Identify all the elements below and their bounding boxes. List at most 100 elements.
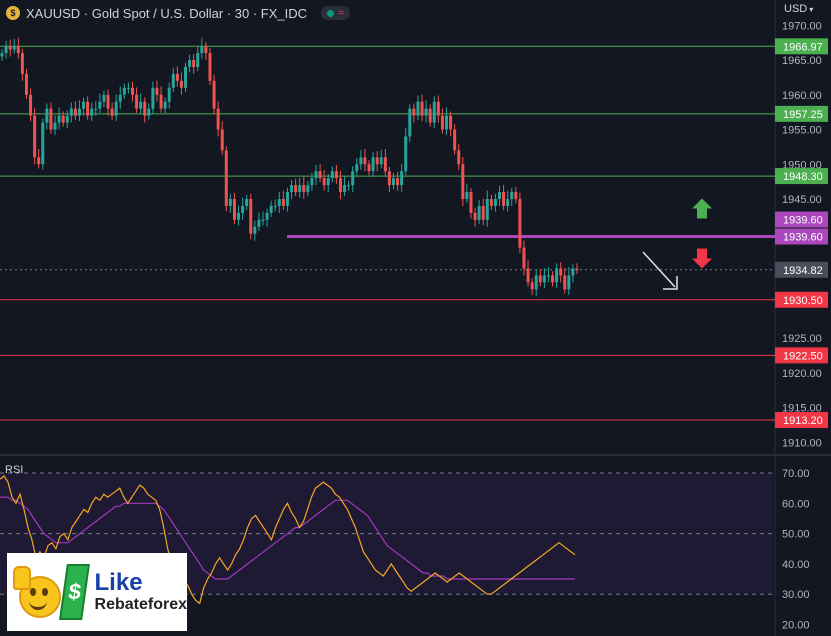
candle-body[interactable] [351, 171, 355, 186]
candle-body[interactable] [408, 108, 412, 137]
candle-body[interactable] [114, 101, 118, 116]
candle-body[interactable] [534, 275, 538, 290]
candle-body[interactable] [367, 164, 371, 172]
candle-body[interactable] [306, 185, 310, 193]
candle-body[interactable] [281, 199, 285, 206]
candle-body[interactable] [567, 275, 571, 290]
candle-body[interactable] [126, 87, 130, 89]
candle-body[interactable] [261, 219, 265, 221]
candle-body[interactable] [175, 73, 179, 81]
candle-body[interactable] [94, 108, 98, 110]
candle-body[interactable] [506, 199, 510, 206]
candle-body[interactable] [155, 87, 159, 95]
candle-body[interactable] [49, 108, 53, 130]
candle-body[interactable] [33, 115, 37, 158]
candle-body[interactable] [396, 178, 400, 186]
candle-body[interactable] [184, 66, 188, 88]
candle-body[interactable] [436, 101, 440, 116]
candle-body[interactable] [147, 108, 151, 116]
candle-body[interactable] [489, 199, 493, 206]
candle-body[interactable] [98, 101, 102, 109]
candle-body[interactable] [416, 101, 420, 116]
candle-body[interactable] [526, 268, 530, 283]
candle-body[interactable] [253, 226, 257, 234]
candle-body[interactable] [338, 178, 342, 193]
candle-body[interactable] [167, 87, 171, 102]
candle-body[interactable] [371, 157, 375, 172]
candle-body[interactable] [57, 115, 61, 123]
candle-body[interactable] [481, 205, 485, 220]
candle-body[interactable] [118, 94, 122, 102]
candle-body[interactable] [473, 212, 477, 220]
candle-body[interactable] [363, 157, 367, 165]
candle-body[interactable] [375, 157, 379, 165]
candle-body[interactable] [400, 171, 404, 186]
candle-body[interactable] [457, 150, 461, 165]
candle-body[interactable] [518, 199, 522, 248]
candle-body[interactable] [139, 101, 143, 109]
candle-body[interactable] [563, 275, 567, 290]
currency-selector[interactable]: USD ▾ [784, 3, 813, 15]
candle-body[interactable] [449, 115, 453, 130]
candle-body[interactable] [8, 46, 12, 50]
candle-body[interactable] [310, 178, 314, 186]
candle-body[interactable] [424, 108, 428, 116]
candle-body[interactable] [498, 192, 502, 199]
candle-body[interactable] [130, 87, 134, 95]
candle-body[interactable] [542, 275, 546, 283]
candle-body[interactable] [522, 247, 526, 269]
candle-body[interactable] [220, 129, 224, 151]
candle-body[interactable] [440, 115, 444, 130]
candle-body[interactable] [290, 185, 294, 193]
candle-body[interactable] [228, 199, 232, 206]
candle-body[interactable] [461, 164, 465, 199]
candle-body[interactable] [302, 185, 306, 193]
candle-body[interactable] [485, 199, 489, 220]
candle-body[interactable] [241, 205, 245, 213]
symbol-title[interactable]: XAUUSD · Gold Spot / U.S. Dollar · 30 · … [26, 5, 308, 21]
candle-body[interactable] [192, 60, 196, 67]
candle-body[interactable] [432, 101, 436, 123]
candle-body[interactable] [510, 192, 514, 199]
candle-body[interactable] [538, 275, 542, 283]
candle-body[interactable] [69, 108, 73, 116]
candle-body[interactable] [269, 205, 273, 213]
candle-body[interactable] [412, 108, 416, 116]
candle-body[interactable] [477, 205, 481, 220]
candle-body[interactable] [135, 94, 139, 109]
candle-body[interactable] [318, 171, 322, 179]
candle-body[interactable] [330, 171, 334, 179]
candle-body[interactable] [171, 73, 175, 88]
candle-body[interactable] [0, 53, 4, 57]
candle-body[interactable] [212, 80, 216, 109]
candle-body[interactable] [555, 268, 559, 283]
candle-body[interactable] [61, 115, 65, 123]
candle-body[interactable] [343, 185, 347, 193]
candle-body[interactable] [65, 115, 69, 123]
candle-body[interactable] [347, 185, 351, 187]
candle-body[interactable] [445, 115, 449, 130]
candle-body[interactable] [53, 122, 57, 130]
candle-body[interactable] [322, 178, 326, 186]
candle-body[interactable] [355, 164, 359, 172]
rsi-pane-label[interactable]: RSI [5, 464, 24, 476]
candle-body[interactable] [493, 199, 497, 206]
candle-body[interactable] [294, 185, 298, 193]
candle-body[interactable] [277, 199, 281, 206]
candle-body[interactable] [163, 101, 167, 109]
candle-body[interactable] [273, 205, 277, 207]
candle-body[interactable] [387, 171, 391, 186]
candle-body[interactable] [24, 73, 28, 95]
candle-body[interactable] [77, 108, 81, 116]
candle-body[interactable] [237, 212, 241, 220]
candle-body[interactable] [551, 275, 555, 283]
candle-body[interactable] [571, 268, 575, 276]
candle-body[interactable] [29, 94, 33, 116]
candle-body[interactable] [502, 192, 506, 206]
candle-body[interactable] [82, 101, 86, 109]
candle-body[interactable] [514, 192, 518, 199]
candle-body[interactable] [41, 122, 45, 165]
candle-body[interactable] [86, 101, 90, 116]
candle-body[interactable] [73, 108, 77, 116]
